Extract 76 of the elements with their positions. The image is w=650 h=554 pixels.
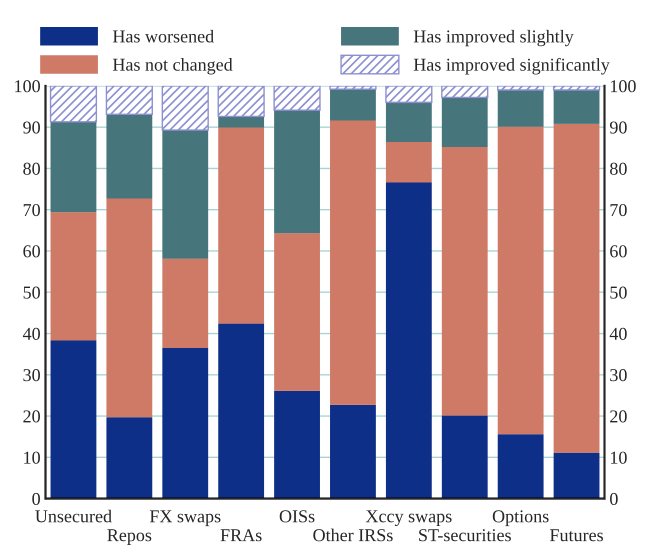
bar [498,126,544,434]
y-tick-label: 100 [15,80,40,92]
y-tick-label: 50 [24,286,40,299]
bar [386,182,432,499]
y2-tick-label: 70 [610,204,627,216]
bar [274,390,320,499]
y-tick-label: 80 [23,162,40,175]
bar [554,124,600,453]
x-tick-label: FRAs [220,529,262,542]
bar [385,86,432,104]
x-tick-label: Options [492,510,549,526]
y2-tick-label: 30 [610,369,627,382]
bar [330,120,376,405]
bar [218,86,265,118]
bar [218,324,264,499]
y-tick-label: 10 [24,452,40,464]
y-tick-label: 60 [23,245,40,258]
y-tick-label: 90 [23,121,40,134]
y2-tick-label: 0 [610,492,618,506]
x-tick-label: Xccy swaps [366,510,452,526]
x-tick-label: OISs [280,510,314,522]
bar [330,404,376,499]
bar [106,417,152,499]
bar [329,86,377,90]
bar [50,340,96,499]
bar [50,212,96,341]
y2-tick-label: 40 [610,328,627,340]
bar [442,146,488,416]
bar [218,116,264,128]
y2-tick-label: 80 [610,162,627,175]
x-tick-label: ST-securities [419,529,511,542]
bar [50,86,98,122]
bar [498,90,544,127]
legend-label: Has improved significantly [414,58,610,75]
y-tick-label: 20 [23,410,40,422]
x-tick-label: Futures [550,529,603,542]
x-tick-label: Other IRSs [313,528,393,542]
y2-tick-label: 50 [610,286,627,299]
y-tick-label: 0 [32,492,40,506]
bar [162,258,208,348]
bar [497,86,544,91]
bar [330,89,376,121]
bar [106,86,153,116]
bar [218,128,264,324]
bar [442,97,488,147]
legend-label: Has worsened [112,30,214,43]
y2-tick-label: 90 [610,121,627,134]
y-tick-label: 40 [22,328,40,340]
y2-tick-label: 100 [610,80,636,92]
x-tick-label: Unsecured [35,510,112,522]
bar [106,198,152,418]
legend-label: Has not changed [112,58,232,74]
bar [554,452,600,499]
y2-tick-label: 20 [610,410,627,422]
bar [441,86,488,98]
bar [274,110,320,234]
bar [386,142,432,182]
bar [273,86,321,111]
bar [162,86,209,131]
bar [162,130,208,259]
bar [50,122,96,212]
bar [442,416,488,499]
y2-tick-label: 60 [610,245,627,258]
bar [498,434,544,499]
bar [106,114,152,199]
bar [274,233,320,391]
bar [552,86,600,91]
legend-label: Has improved slightly [414,30,574,46]
y2-tick-label: 10 [610,452,627,464]
x-tick-label: FX swaps [150,510,220,526]
x-tick-label: Repos [107,529,152,545]
bar [386,102,432,142]
bar [162,348,208,499]
bar [554,90,600,124]
y-tick-label: 70 [24,204,40,216]
y-tick-label: 30 [23,369,40,382]
